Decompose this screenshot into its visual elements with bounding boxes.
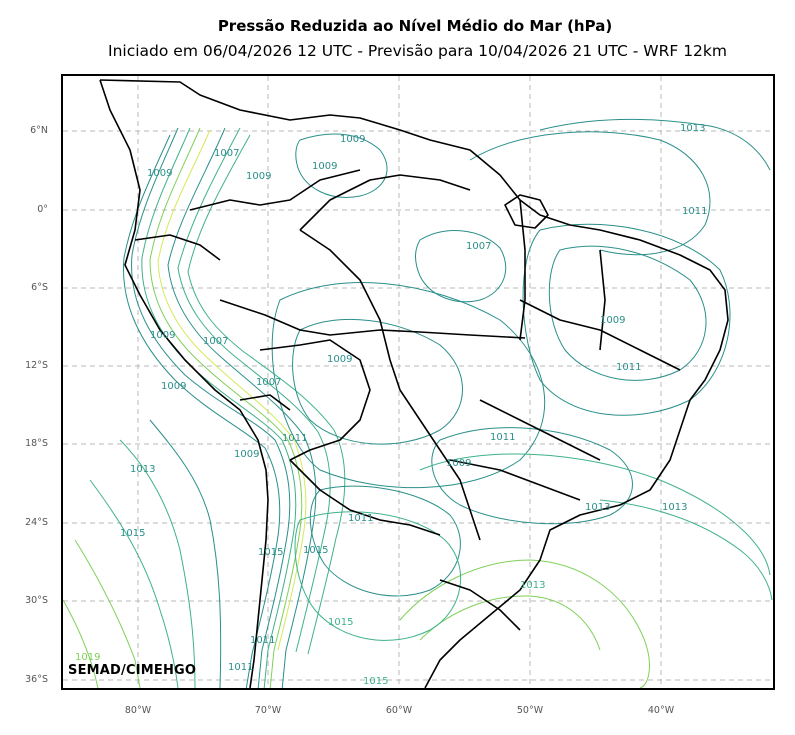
isobar-pacific-1017	[74, 539, 141, 688]
lat-label-6n: 6°N	[30, 125, 48, 136]
isobar-southeast-1013	[419, 453, 771, 576]
contour-label: 1009	[327, 354, 352, 365]
isobar-pacific-1011	[149, 419, 222, 688]
lat-label-24s: 24°S	[25, 517, 48, 528]
contour-label: 1011	[250, 635, 275, 646]
isobar-andes-4	[157, 129, 307, 651]
contour-label: 1007	[466, 241, 491, 252]
coastline-south-america	[99, 79, 729, 688]
isobar-andes-5	[167, 127, 317, 688]
contour-label: 1019	[75, 652, 100, 663]
isobar-pacific-1013	[119, 439, 196, 688]
graticule	[63, 76, 773, 688]
contour-label: 1009	[446, 458, 471, 469]
border-bolivia	[259, 339, 371, 461]
contour-label: 1015	[363, 676, 388, 687]
contour-label: 1011	[682, 206, 707, 217]
border-states-3	[449, 459, 581, 501]
lon-label-60w: 60°W	[385, 705, 413, 716]
contour-label: 1009	[340, 134, 365, 145]
contour-label: 1013	[680, 123, 705, 134]
border-brazil-north	[299, 174, 471, 231]
isobar-north-1011	[469, 131, 711, 256]
isobar-pacific-1019	[63, 599, 99, 688]
contour-label: 1015	[303, 545, 328, 556]
contour-label: 1007	[256, 377, 281, 388]
border-brazil-west	[299, 229, 481, 541]
border-states-2	[479, 399, 601, 461]
coastline-pacific-side	[99, 79, 269, 688]
isobar-center-1009	[292, 318, 463, 445]
isobar-pacific-1015	[89, 479, 179, 688]
credit-label: SEMAD/CIMEHGO	[68, 663, 197, 678]
isobar-andes-7	[122, 134, 281, 688]
lat-label-18s: 18°S	[25, 438, 48, 449]
border-argentina	[289, 459, 441, 536]
contour-label: 1011	[616, 362, 641, 373]
lat-label-30s: 30°S	[25, 595, 48, 606]
isobar-amazon-1009	[295, 133, 388, 198]
border-peru-chile	[239, 394, 291, 411]
isobar-northeast-1009	[548, 245, 707, 381]
isobar-north-1013	[539, 118, 771, 171]
contour-label: 1009	[150, 330, 175, 341]
contour-label: 1011	[490, 432, 515, 443]
isobar-chaco-1011	[309, 485, 461, 597]
lat-label-0: 0°	[37, 204, 48, 215]
border-states-1	[519, 299, 681, 371]
isobar-amazon-1007	[415, 230, 507, 303]
isobar-northeast-1011	[522, 223, 731, 416]
contour-label: 1013	[130, 464, 155, 475]
isobar-atlantic-1013	[599, 499, 773, 601]
lat-label-12s: 12°S	[25, 360, 48, 371]
contour-label: 1007	[203, 336, 228, 347]
contour-label: 1011	[228, 662, 253, 673]
border-states-5	[599, 249, 606, 351]
isobar-south-1015b	[419, 595, 601, 651]
isobar-south-1015	[399, 559, 650, 688]
isobar-andes-1	[131, 127, 291, 688]
contour-label: 1009	[600, 315, 625, 326]
contour-label: 1009	[312, 161, 337, 172]
contour-label: 1009	[246, 171, 271, 182]
lon-label-40w: 40°W	[647, 705, 675, 716]
contour-label: 1007	[214, 148, 239, 159]
contour-label: 1015	[120, 528, 145, 539]
border-peru-amazon	[219, 299, 526, 339]
chart-subtitle: Iniciado em 06/04/2026 12 UTC - Previsão…	[108, 42, 727, 60]
isobar-andes-6	[177, 127, 331, 653]
lon-label-80w: 80°W	[124, 705, 152, 716]
lon-label-50w: 50°W	[516, 705, 544, 716]
border-states-4	[519, 199, 526, 341]
isobar-center-1011	[271, 282, 546, 489]
border-ecuador-peru	[134, 234, 221, 261]
marajo-island	[504, 194, 549, 229]
isobar-andes-8	[187, 134, 346, 655]
contour-labels: 1013 1009 1009 1007 1009 1009 1011 1007 …	[75, 123, 707, 687]
lat-label-6s: 6°S	[31, 282, 48, 293]
contour-label: 1009	[147, 168, 172, 179]
coastlines-borders	[99, 79, 729, 688]
lon-label-70w: 70°W	[254, 705, 282, 716]
contour-label: 1009	[161, 381, 186, 392]
isobar-contours	[63, 118, 773, 688]
border-colombia-venezuela	[189, 169, 361, 211]
border-uruguay	[439, 579, 521, 631]
contour-label: 1015	[328, 617, 353, 628]
contour-label: 1011	[348, 513, 373, 524]
chart-title: Pressão Reduzida ao Nível Médio do Mar (…	[217, 17, 613, 35]
contour-label: 1013	[662, 502, 687, 513]
map-frame: 1013 1009 1009 1007 1009 1009 1011 1007 …	[61, 74, 775, 690]
lat-label-36s: 36°S	[25, 674, 48, 685]
contour-label: 1015	[258, 547, 283, 558]
isobar-chaco-1013	[294, 511, 461, 641]
contour-label: 1013	[520, 580, 545, 591]
contour-label: 1013	[585, 502, 610, 513]
contour-label: 1011	[282, 433, 307, 444]
map-canvas: 1013 1009 1009 1007 1009 1009 1011 1007 …	[63, 76, 773, 688]
contour-label: 1009	[234, 449, 259, 460]
